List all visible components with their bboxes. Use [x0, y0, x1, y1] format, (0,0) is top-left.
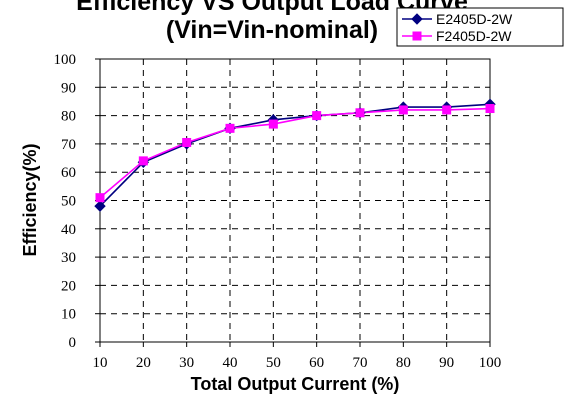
x-axis-ticks: 10 20 30 40 50 60 70 80 90 100 [93, 342, 502, 371]
y-tick-label: 90 [61, 80, 76, 96]
y-tick-label: 0 [69, 335, 77, 351]
x-tick-label: 10 [93, 355, 108, 371]
series-line-f2405d-2w [99, 107, 491, 199]
legend-box [396, 7, 564, 47]
data-point-f2405d-2w [268, 119, 278, 129]
data-point-f2405d-2w [355, 108, 365, 118]
y-tick-label: 50 [61, 194, 76, 210]
y-tick-label: 80 [61, 109, 76, 125]
x-tick-label: 70 [353, 355, 368, 371]
x-tick-label: 20 [136, 355, 151, 371]
x-tick-label: 30 [179, 355, 194, 371]
x-tick-label: 90 [439, 355, 454, 371]
series-line-e2405d-2w [99, 103, 491, 207]
chart-title: Efficiency VS Output Load Curve [76, 0, 468, 16]
y-tick-label: 40 [61, 222, 76, 238]
chart-subtitle: (Vin=Vin-nominal) [166, 16, 378, 44]
y-tick-label: 10 [61, 307, 76, 323]
y-tick-label: 100 [54, 52, 77, 68]
x-tick-label: 40 [223, 355, 238, 371]
y-tick-label: 70 [61, 137, 76, 153]
y-tick-label: 60 [61, 165, 76, 181]
x-tick-label: 100 [479, 355, 502, 371]
data-point-f2405d-2w [182, 137, 192, 147]
y-axis-label: Efficiency(%) [20, 143, 40, 256]
data-point-e2405d-2w [94, 200, 106, 212]
y-tick-label: 30 [61, 250, 76, 266]
series-markers [94, 98, 496, 212]
x-axis-label: Total Output Current (%) [191, 374, 400, 394]
data-point-f2405d-2w [138, 156, 148, 166]
x-tick-label: 50 [266, 355, 281, 371]
legend-marker [412, 31, 422, 41]
x-tick-label: 60 [309, 355, 324, 371]
data-point-f2405d-2w [485, 104, 495, 114]
y-axis-ticks: 0 10 20 30 40 50 60 70 80 90 100 [54, 52, 100, 351]
data-point-f2405d-2w [225, 123, 235, 133]
legend-label: F2405D-2W [436, 28, 512, 44]
y-tick-label: 20 [61, 278, 76, 294]
series-lines [99, 103, 491, 207]
data-point-f2405d-2w [312, 111, 322, 121]
legend-marker [411, 13, 423, 25]
data-point-f2405d-2w [95, 193, 105, 203]
x-tick-label: 80 [396, 355, 411, 371]
data-point-f2405d-2w [398, 105, 408, 115]
data-point-f2405d-2w [442, 105, 452, 115]
legend-label: E2405D-2W [436, 11, 513, 27]
